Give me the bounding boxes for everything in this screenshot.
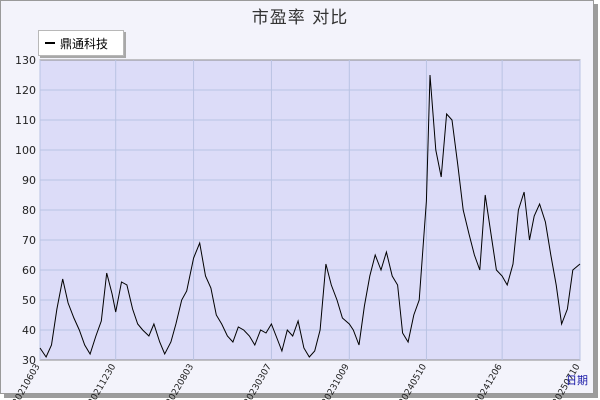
y-tick-label: 60: [22, 264, 36, 277]
x-tick-label: 20220803: [165, 363, 197, 400]
y-tick-label: 70: [22, 234, 36, 247]
legend-swatch-line: [45, 42, 55, 44]
x-axis: 20210603 20211230 20220803 20230307 20231009…: [11, 362, 583, 400]
x-tick-label: 20210603: [11, 363, 43, 400]
x-tick-label: 20230307: [242, 363, 274, 400]
y-tick-label: 130: [15, 54, 36, 67]
y-axis: 30 40 50 60 70 80 90 100 110 120 130: [15, 54, 36, 367]
x-axis-label: 日期: [566, 374, 588, 387]
series-line: [39, 74, 581, 359]
x-tick-label: 20240510: [397, 362, 429, 400]
legend-label: 鼎通科技: [60, 36, 109, 51]
y-tick-label: 100: [15, 144, 36, 157]
x-tick-label: 20211230: [87, 362, 119, 400]
y-tick-label: 30: [22, 354, 36, 367]
chart-title: 市盈率 对比: [251, 8, 349, 28]
y-tick-label: 120: [15, 84, 36, 97]
y-tick-label: 80: [22, 204, 36, 217]
y-tick-label: 40: [22, 324, 36, 337]
x-tick-label: 20231009: [320, 362, 352, 400]
y-tick-label: 110: [15, 114, 36, 127]
grid: [39, 60, 581, 360]
y-tick-label: 50: [22, 294, 36, 307]
legend[interactable]: 鼎通科技: [38, 30, 124, 56]
y-tick-label: 90: [22, 174, 36, 187]
x-tick-label: 20241206: [473, 362, 505, 400]
